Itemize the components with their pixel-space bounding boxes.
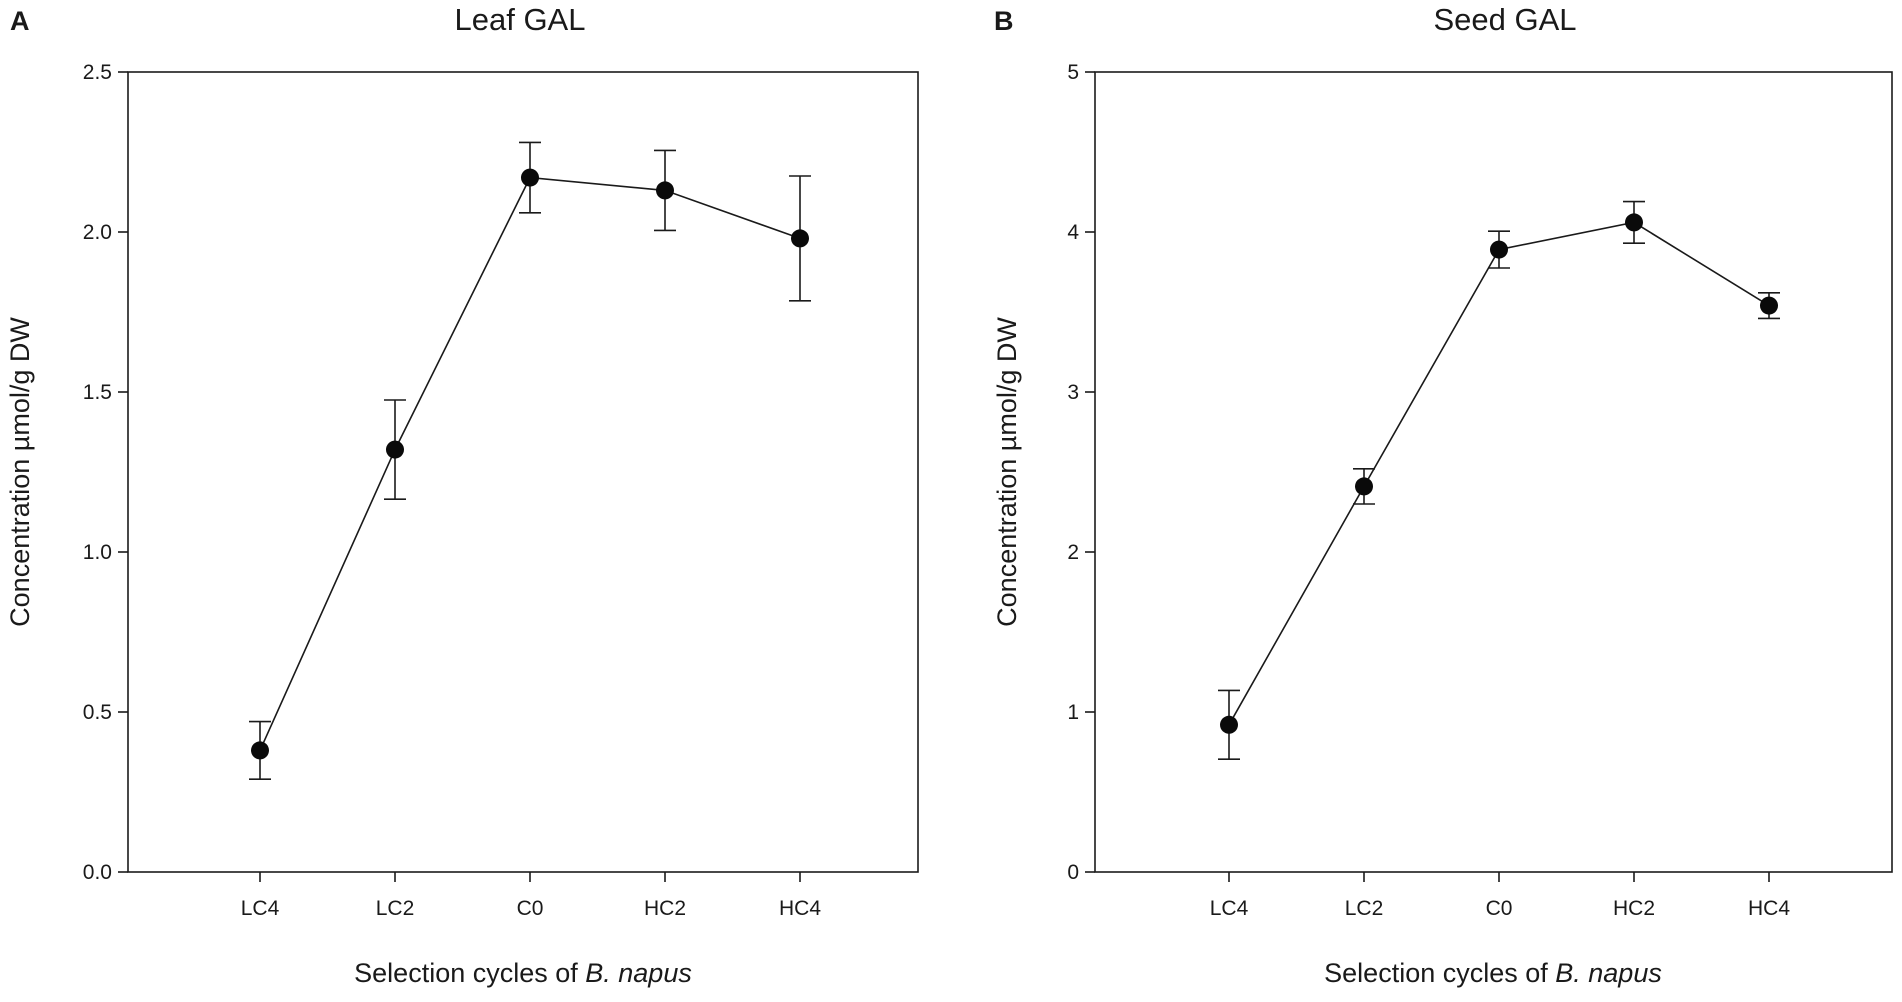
panel-b-y-tick-label: 0 xyxy=(1067,861,1079,884)
panel-b-plot-frame xyxy=(1094,71,1893,873)
panel-a-y-tick-label: 1.0 xyxy=(83,541,112,564)
panel-a-x-tick-label: LC4 xyxy=(241,897,280,920)
panel-a-series-line xyxy=(259,176,801,751)
panel-b-data-point xyxy=(1625,213,1643,232)
panel-a-data-point xyxy=(791,229,809,248)
panel-b-x-axis-label-text: Selection cycles of xyxy=(1324,958,1555,988)
panel-b-y-tick-label: 1 xyxy=(1067,701,1079,724)
panel-a-y-tick-label: 2.0 xyxy=(83,221,112,244)
panel-b-data-point xyxy=(1355,477,1373,496)
panel-b-y-axis-label: Concentration µmol/g DW xyxy=(992,317,1022,627)
panel-b-x-axis-label-species: B. napus xyxy=(1555,958,1662,988)
panel-a-x-tick-label: LC2 xyxy=(376,897,415,920)
panel-a-data-point xyxy=(386,440,404,459)
panel-b-x-tick-label: C0 xyxy=(1486,897,1513,920)
panel-b-x-tick-label: HC2 xyxy=(1613,897,1655,920)
panel-a: A Leaf GAL 0.0 0.5 1.0 1.5 2.0 2.5 LC4 LC2 C0 HC… xyxy=(5,2,919,988)
panel-a-x-tick-label: HC4 xyxy=(779,897,821,920)
panel-b-x-tick-label: LC4 xyxy=(1210,897,1249,920)
panel-a-data-point xyxy=(251,741,269,760)
panel-b-letter: B xyxy=(994,6,1014,36)
panel-b-x-axis-label: Selection cycles of B. napus xyxy=(1324,958,1662,988)
panel-b: B Seed GAL 0 1 2 3 4 5 LC4 LC2 C0 HC2 HC4 Concent… xyxy=(992,2,1893,988)
panel-a-plot-frame xyxy=(127,71,919,873)
panel-a-data-point xyxy=(521,168,539,187)
panel-b-y-tick-label: 3 xyxy=(1067,381,1079,404)
panel-b-y-tick-label: 2 xyxy=(1067,541,1079,564)
panel-a-y-tick-label: 0.0 xyxy=(83,861,112,884)
panel-a-letter: A xyxy=(10,6,30,36)
panel-b-y-tick-label: 4 xyxy=(1067,221,1079,244)
panel-b-data-point xyxy=(1220,715,1238,734)
panel-a-y-tick-label: 0.5 xyxy=(83,701,112,724)
panel-b-y-tick-label: 5 xyxy=(1067,61,1079,84)
panel-a-y-axis: 0.0 0.5 1.0 1.5 2.0 2.5 xyxy=(83,61,128,884)
panel-a-x-axis: LC4 LC2 C0 HC2 HC4 xyxy=(241,872,821,920)
panel-a-x-tick-label: C0 xyxy=(517,897,544,920)
panel-a-series xyxy=(249,141,811,781)
panel-a-y-tick-label: 1.5 xyxy=(83,381,112,404)
panel-a-y-tick-label: 2.5 xyxy=(83,61,112,84)
panel-b-x-tick-label: HC4 xyxy=(1748,897,1790,920)
panel-a-x-axis-label-species: B. napus xyxy=(585,958,692,988)
panel-a-x-tick-label: HC2 xyxy=(644,897,686,920)
panel-b-y-axis: 0 1 2 3 4 5 xyxy=(1067,61,1095,884)
panel-b-x-axis: LC4 LC2 C0 HC2 HC4 xyxy=(1210,872,1790,920)
panel-b-title: Seed GAL xyxy=(1433,2,1576,37)
panel-b-series-line xyxy=(1228,221,1770,726)
panel-a-data-point xyxy=(656,181,674,200)
panel-a-x-axis-label-text: Selection cycles of xyxy=(354,958,585,988)
panel-a-title: Leaf GAL xyxy=(455,2,586,37)
panel-b-data-point xyxy=(1760,296,1778,315)
panel-a-y-axis-label: Concentration µmol/g DW xyxy=(5,317,35,627)
panel-b-series xyxy=(1218,200,1780,761)
panel-a-x-axis-label: Selection cycles of B. napus xyxy=(354,958,692,988)
panel-b-data-point xyxy=(1490,240,1508,259)
panel-b-x-tick-label: LC2 xyxy=(1345,897,1384,920)
